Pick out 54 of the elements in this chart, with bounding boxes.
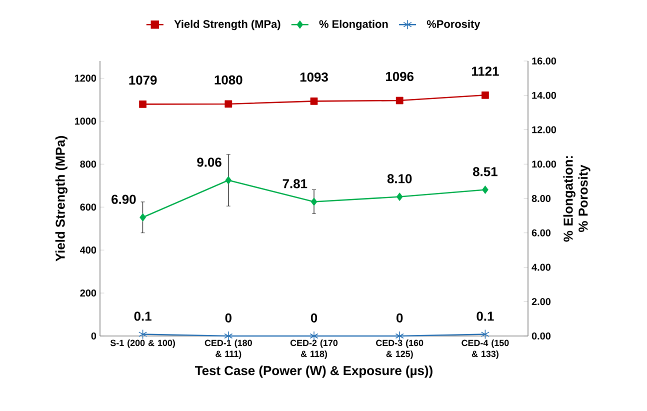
- y-tick-label: 400: [80, 246, 96, 254]
- data-label: 7.81: [282, 179, 308, 188]
- x-axis-title: Test Case (Power (W) & Exposure (µs)): [195, 366, 432, 378]
- x-tick-label: S-1 (200 & 100): [110, 340, 175, 348]
- x-tick-label: CED-2 (170 & 118): [290, 340, 338, 359]
- point: [224, 100, 232, 108]
- data-label: 0: [225, 313, 232, 323]
- data-label: 0.1: [476, 312, 494, 321]
- data-label: 9.06: [197, 158, 222, 167]
- point: [310, 198, 318, 206]
- point: [225, 176, 232, 184]
- data-label: 1093: [300, 72, 328, 82]
- x-tick-label: CED-1 (180 & 111): [204, 340, 252, 359]
- legend-label: % Elongation: [319, 20, 388, 30]
- legend-label: %Porosity: [426, 20, 480, 30]
- point: [140, 213, 146, 222]
- y-tick-label: 1000: [74, 118, 96, 125]
- data-label: 6.90: [112, 194, 136, 204]
- y2-tick-label: 0.00: [532, 332, 551, 340]
- data-label: 1079: [129, 76, 157, 85]
- y-axis-title: Yield Strength (MPa): [55, 136, 68, 262]
- y2-tick-label: 8.00: [532, 194, 551, 202]
- point: [139, 100, 146, 108]
- data-label: 1121: [472, 66, 499, 76]
- data-label: 0: [310, 313, 318, 323]
- y-tick-label: 1200: [74, 74, 96, 82]
- data-label: 0.1: [134, 312, 152, 321]
- y-tick-label: 200: [80, 290, 96, 297]
- y2-tick-label: 16.00: [532, 57, 556, 65]
- data-label: 1096: [386, 72, 414, 82]
- y2-tick-label: 4.00: [532, 264, 551, 271]
- y-tick-label: 0: [91, 332, 96, 340]
- y2-tick-label: 10.00: [532, 160, 556, 168]
- point: [482, 91, 489, 99]
- data-label: 0: [396, 313, 403, 323]
- y2-tick-label: 12.00: [532, 126, 556, 134]
- x-tick-label: CED-4 (150 & 133): [462, 340, 509, 359]
- y-tick-label: 800: [80, 160, 96, 168]
- data-label: 8.51: [473, 167, 498, 176]
- point: [480, 329, 490, 340]
- legend-label: Yield Strength (MPa): [174, 20, 280, 30]
- point: [396, 192, 403, 201]
- point: [310, 97, 318, 105]
- y-tick-label: 600: [80, 204, 96, 211]
- point: [396, 96, 404, 104]
- y2-tick-label: 6.00: [532, 229, 551, 236]
- y2-axis-title: % Elongation: % Porosity: [563, 156, 590, 242]
- data-label: 8.10: [387, 174, 412, 184]
- data-label: 1080: [214, 75, 242, 85]
- y2-tick-label: 2.00: [532, 298, 551, 306]
- x-tick-label: CED-3 (160 & 125): [376, 340, 424, 359]
- point: [138, 329, 148, 340]
- y2-tick-label: 14.00: [532, 92, 556, 99]
- point: [482, 186, 488, 194]
